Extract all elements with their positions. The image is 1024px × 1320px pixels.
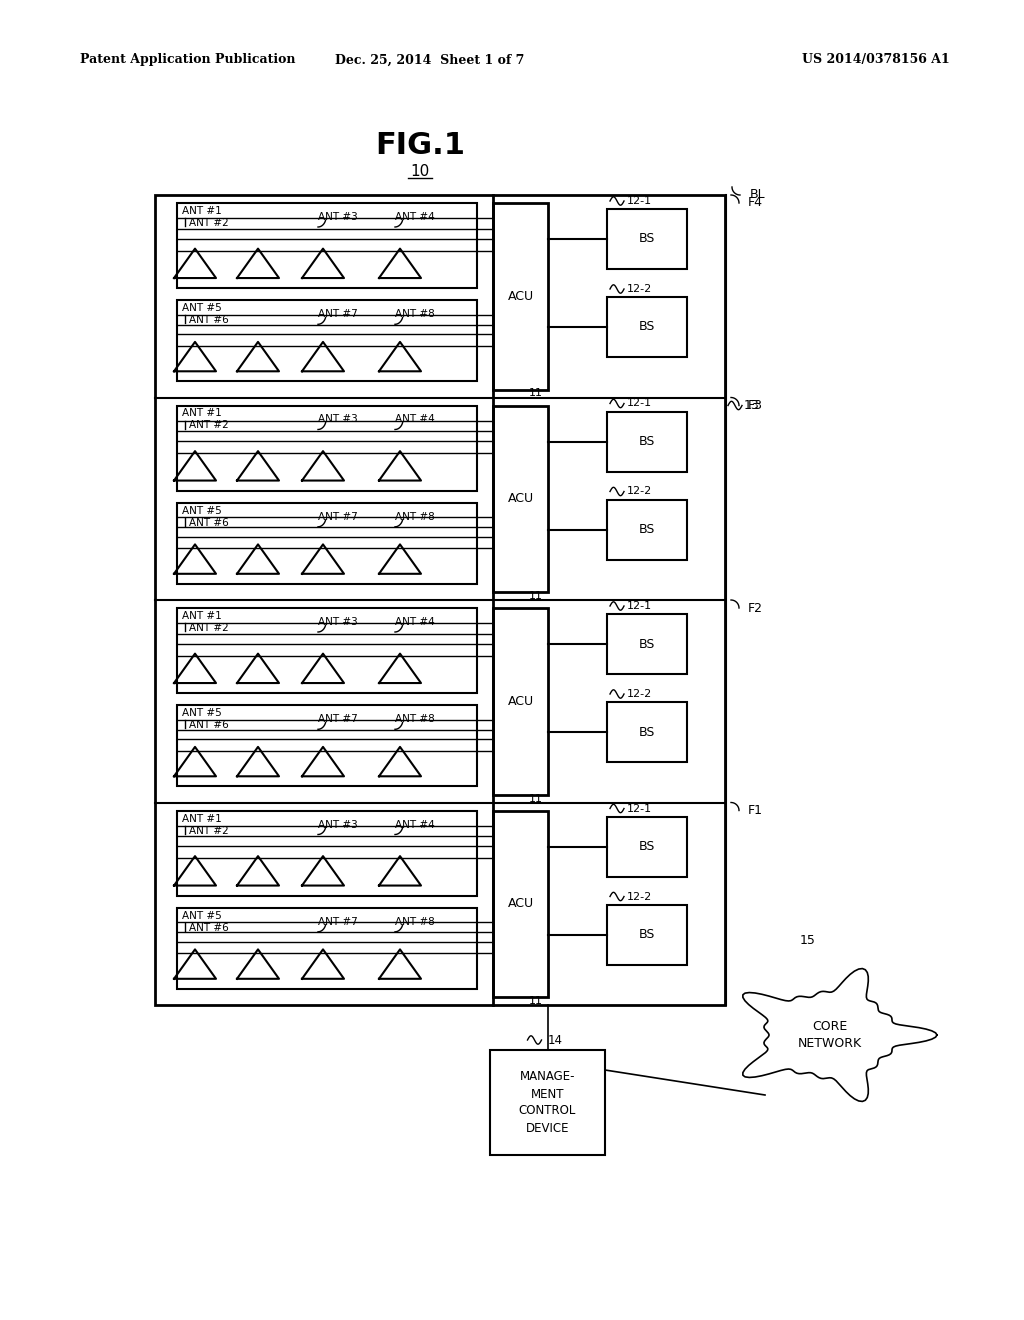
Text: BS: BS xyxy=(639,638,655,651)
Text: ANT #4: ANT #4 xyxy=(395,616,435,627)
Text: ANT #4: ANT #4 xyxy=(395,414,435,425)
Text: 12-2: 12-2 xyxy=(627,487,652,496)
Text: 13: 13 xyxy=(744,399,760,412)
Text: ANT #7: ANT #7 xyxy=(318,714,357,725)
Text: ACU: ACU xyxy=(508,694,534,708)
Bar xyxy=(493,810,548,997)
Bar xyxy=(607,614,687,675)
Text: ANT #8: ANT #8 xyxy=(395,917,435,927)
Text: F4: F4 xyxy=(748,197,763,210)
Text: 12-1: 12-1 xyxy=(627,601,652,611)
Text: F2: F2 xyxy=(748,602,763,615)
Text: ANT #1: ANT #1 xyxy=(182,611,222,620)
Text: 15: 15 xyxy=(800,933,816,946)
Bar xyxy=(607,499,687,560)
Text: 12-2: 12-2 xyxy=(627,891,652,902)
Text: F3: F3 xyxy=(748,399,763,412)
Text: ANT #6: ANT #6 xyxy=(189,517,228,528)
Text: FIG.1: FIG.1 xyxy=(375,131,465,160)
Text: ANT #7: ANT #7 xyxy=(318,917,357,927)
Text: ACU: ACU xyxy=(508,492,534,506)
Bar xyxy=(177,503,477,583)
Text: 10: 10 xyxy=(411,165,430,180)
Text: ANT #3: ANT #3 xyxy=(318,616,357,627)
Text: ANT #1: ANT #1 xyxy=(182,408,222,418)
Text: ACU: ACU xyxy=(508,898,534,911)
Text: BS: BS xyxy=(639,232,655,246)
Text: ANT #4: ANT #4 xyxy=(395,213,435,222)
Text: Dec. 25, 2014  Sheet 1 of 7: Dec. 25, 2014 Sheet 1 of 7 xyxy=(335,54,524,66)
Text: 11: 11 xyxy=(528,793,543,804)
Text: BL: BL xyxy=(750,189,766,202)
Text: 12-2: 12-2 xyxy=(627,689,652,700)
Text: ANT #3: ANT #3 xyxy=(318,414,357,425)
Bar xyxy=(177,810,477,895)
Text: BS: BS xyxy=(639,928,655,941)
Text: 11: 11 xyxy=(528,591,543,601)
Text: 12-1: 12-1 xyxy=(627,804,652,813)
Text: US 2014/0378156 A1: US 2014/0378156 A1 xyxy=(802,54,950,66)
Text: ANT #2: ANT #2 xyxy=(189,218,228,228)
Text: CORE
NETWORK: CORE NETWORK xyxy=(798,1020,862,1049)
Bar xyxy=(607,904,687,965)
Text: ANT #6: ANT #6 xyxy=(189,923,228,933)
Text: ANT #5: ANT #5 xyxy=(182,911,222,921)
Text: ANT #8: ANT #8 xyxy=(395,714,435,725)
Text: ANT #5: ANT #5 xyxy=(182,506,222,516)
Bar xyxy=(607,297,687,356)
Text: ANT #4: ANT #4 xyxy=(395,820,435,829)
Text: ANT #5: ANT #5 xyxy=(182,304,222,313)
Bar xyxy=(607,817,687,876)
Bar xyxy=(490,1049,605,1155)
Text: 11: 11 xyxy=(528,388,543,399)
Text: 12-1: 12-1 xyxy=(627,195,652,206)
Text: BS: BS xyxy=(639,726,655,738)
Text: ANT #7: ANT #7 xyxy=(318,309,357,319)
Bar xyxy=(177,908,477,989)
Bar xyxy=(493,405,548,591)
Bar xyxy=(177,705,477,787)
Bar xyxy=(607,209,687,269)
Bar xyxy=(177,203,477,288)
Text: BS: BS xyxy=(639,523,655,536)
Bar xyxy=(177,609,477,693)
Text: MANAGE-
MENT
CONTROL
DEVICE: MANAGE- MENT CONTROL DEVICE xyxy=(519,1071,577,1134)
Text: ANT #6: ANT #6 xyxy=(189,721,228,730)
Text: ANT #8: ANT #8 xyxy=(395,512,435,521)
Text: ANT #6: ANT #6 xyxy=(189,315,228,325)
Text: ANT #5: ANT #5 xyxy=(182,709,222,718)
Text: 12-1: 12-1 xyxy=(627,399,652,408)
Bar xyxy=(493,203,548,389)
Text: ANT #1: ANT #1 xyxy=(182,813,222,824)
Text: F1: F1 xyxy=(748,804,763,817)
Text: 14: 14 xyxy=(548,1034,562,1047)
Text: Patent Application Publication: Patent Application Publication xyxy=(80,54,296,66)
Text: BS: BS xyxy=(639,321,655,334)
Bar xyxy=(607,702,687,762)
Text: BS: BS xyxy=(639,436,655,447)
Text: ANT #2: ANT #2 xyxy=(189,623,228,634)
Text: 11: 11 xyxy=(528,997,543,1006)
Bar xyxy=(177,300,477,381)
Text: 12-2: 12-2 xyxy=(627,284,652,294)
Text: ANT #2: ANT #2 xyxy=(189,825,228,836)
Text: ANT #3: ANT #3 xyxy=(318,820,357,829)
Bar xyxy=(607,412,687,471)
Text: ANT #1: ANT #1 xyxy=(182,206,222,216)
Text: ANT #8: ANT #8 xyxy=(395,309,435,319)
Text: ANT #7: ANT #7 xyxy=(318,512,357,521)
Text: ACU: ACU xyxy=(508,290,534,302)
Bar xyxy=(493,609,548,795)
Bar xyxy=(155,195,725,1005)
Polygon shape xyxy=(742,969,937,1101)
Text: ANT #3: ANT #3 xyxy=(318,213,357,222)
Text: ANT #2: ANT #2 xyxy=(189,421,228,430)
Bar xyxy=(177,405,477,491)
Text: BS: BS xyxy=(639,840,655,853)
